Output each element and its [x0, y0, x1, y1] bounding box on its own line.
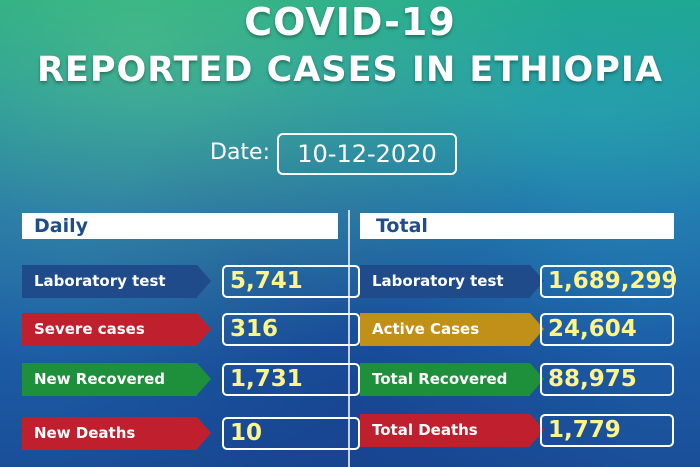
total-row-recovered: Total Recovered 88,975 [360, 363, 674, 396]
daily-deaths-value: 10 [222, 417, 360, 450]
daily-lab-test-value: 5,741 [222, 265, 360, 298]
daily-row-severe: Severe cases 316 [22, 313, 360, 346]
total-lab-test-value: 1,689,299 [540, 265, 678, 298]
daily-lab-test-label: Laboratory test [22, 265, 211, 298]
daily-heading: Daily [22, 213, 338, 239]
total-row-lab-test: Laboratory test 1,689,299 [360, 265, 678, 298]
total-lab-test-label: Laboratory test [360, 265, 544, 298]
daily-deaths-label: New Deaths [22, 417, 211, 450]
daily-row-deaths: New Deaths 10 [22, 417, 360, 450]
daily-severe-value: 316 [222, 313, 360, 346]
total-heading: Total [360, 213, 674, 239]
daily-recovered-label: New Recovered [22, 363, 211, 396]
daily-row-recovered: New Recovered 1,731 [22, 363, 360, 396]
total-deaths-value: 1,779 [540, 414, 674, 447]
page-title: COVID-19 [244, 0, 456, 44]
total-recovered-value: 88,975 [540, 363, 674, 396]
date-value: 10-12-2020 [277, 133, 457, 175]
column-divider [348, 210, 350, 467]
total-row-deaths: Total Deaths 1,779 [360, 414, 674, 447]
date-label: Date: [210, 140, 270, 165]
total-active-value: 24,604 [540, 313, 674, 346]
daily-recovered-value: 1,731 [222, 363, 360, 396]
total-deaths-label: Total Deaths [360, 414, 544, 447]
daily-row-lab-test: Laboratory test 5,741 [22, 265, 360, 298]
total-active-label: Active Cases [360, 313, 544, 346]
page-subtitle: REPORTED CASES IN ETHIOPIA [36, 50, 664, 90]
total-row-active: Active Cases 24,604 [360, 313, 674, 346]
daily-severe-label: Severe cases [22, 313, 211, 346]
total-recovered-label: Total Recovered [360, 363, 544, 396]
